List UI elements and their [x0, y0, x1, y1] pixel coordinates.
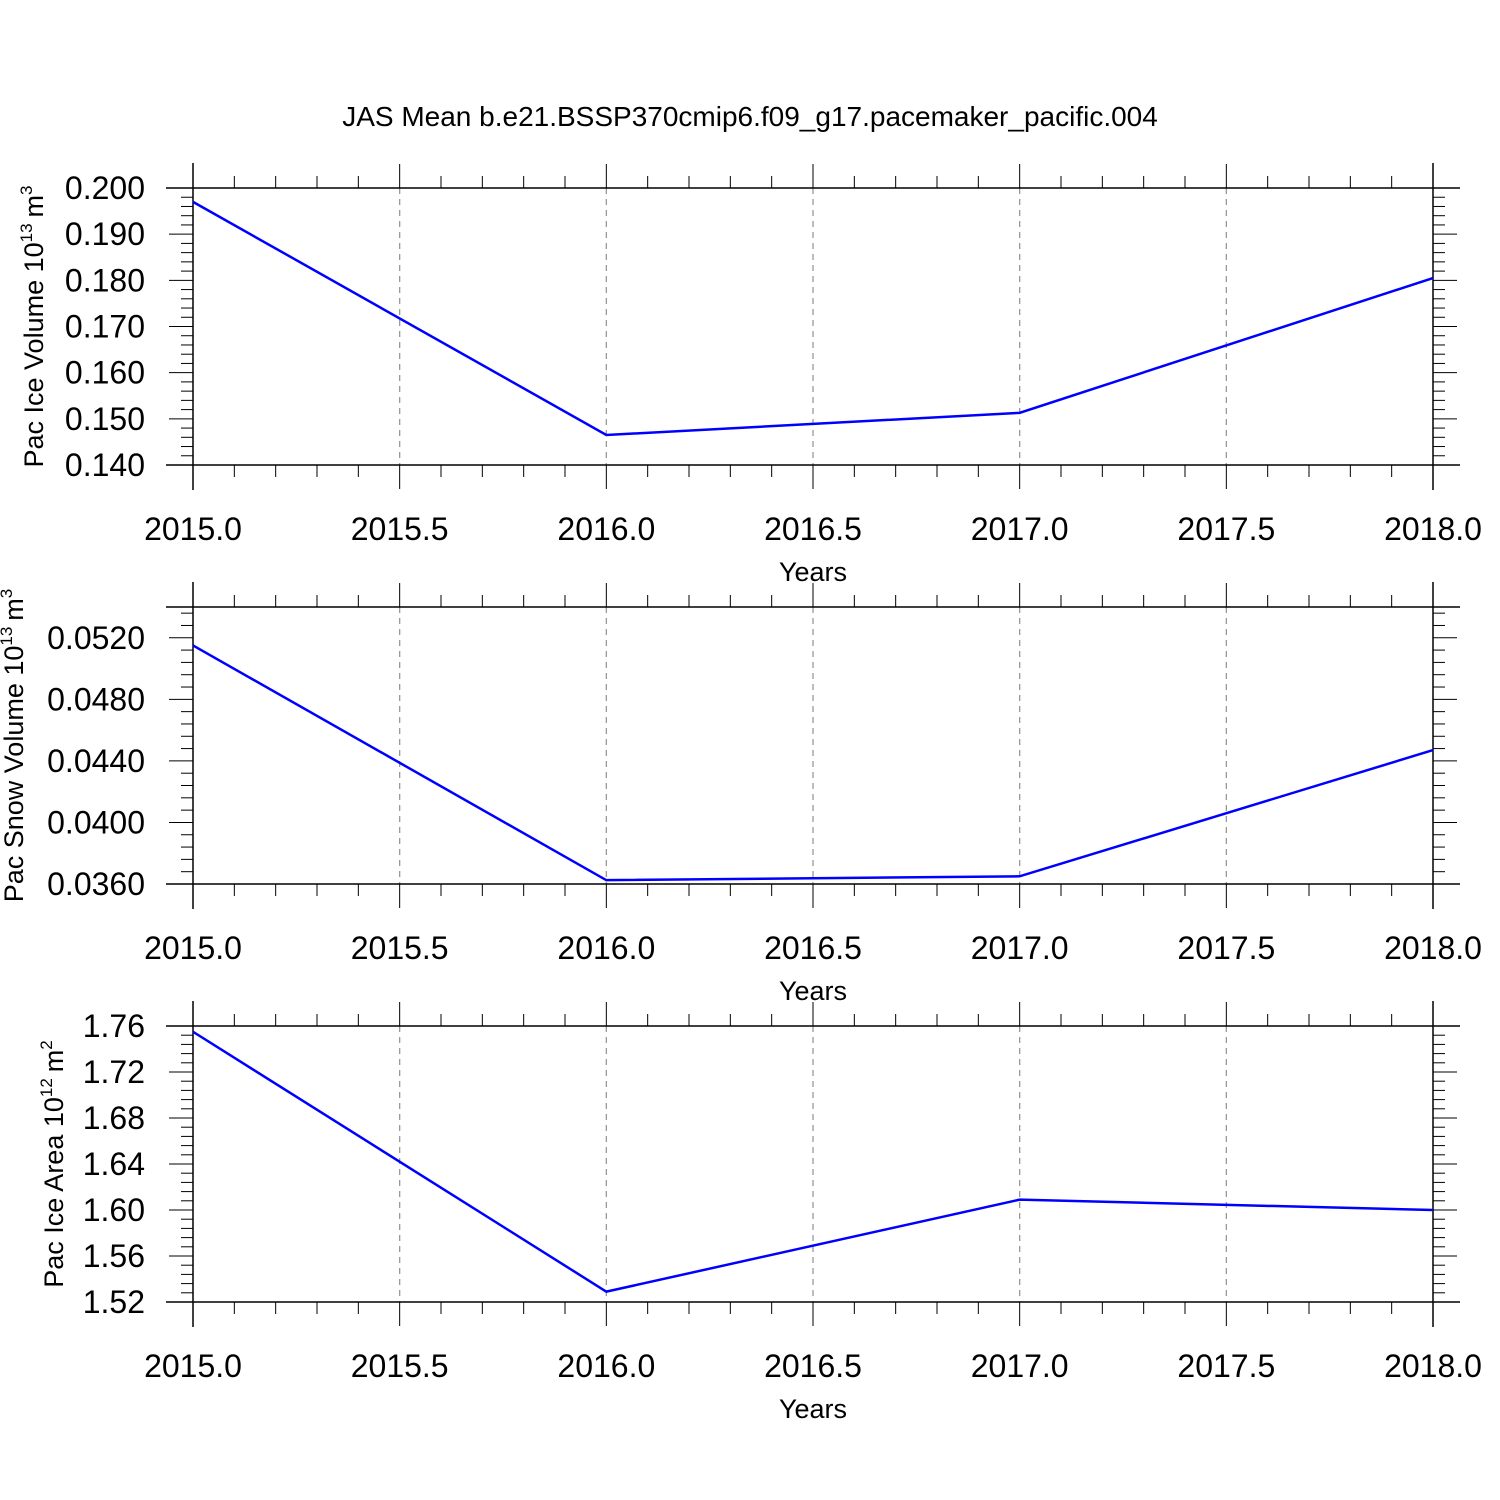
y-axis-label-text: Pac Snow Volume 10	[0, 646, 29, 903]
x-tick-label: 2016.5	[764, 930, 862, 966]
x-tick-label: 2018.0	[1384, 930, 1482, 966]
panel-3: 2015.0 2015.5 2016.0 2016.5 2017.0 2017.5 2018…	[37, 1001, 1482, 1424]
y-tick-label: 1.64	[83, 1146, 145, 1182]
y-tick-label: 0.200	[65, 170, 145, 206]
y-tick-label: 0.190	[65, 216, 145, 252]
y-tick-label: 1.68	[83, 1100, 145, 1136]
x-tick-label: 2016.0	[557, 930, 655, 966]
y-axis-label-exponent: 12	[37, 1078, 56, 1097]
x-tick-label: 2018.0	[1384, 1348, 1482, 1384]
x-axis-label: Years	[779, 976, 847, 1006]
x-tick-label: 2016.5	[764, 511, 862, 547]
y-tick-label: 1.56	[83, 1238, 145, 1274]
y-tick-label: 1.72	[83, 1054, 145, 1090]
y-tick-label: 1.60	[83, 1192, 145, 1228]
y-axis-label-unit: m	[0, 598, 29, 621]
x-tick-label: 2015.0	[144, 1348, 242, 1384]
x-tick-label: 2017.0	[971, 1348, 1069, 1384]
panel-2: 2015.0 2015.5 2016.0 2016.5 2017.0 2017.5 2018…	[0, 582, 1482, 1006]
figure-title: JAS Mean b.e21.BSSP370cmip6.f09_g17.pace…	[342, 101, 1158, 132]
x-axis-label: Years	[779, 557, 847, 587]
x-tick-label: 2017.5	[1177, 1348, 1275, 1384]
y-axis-label-exponent: 13	[17, 223, 36, 242]
y-axis-label-unit-power: 2	[37, 1040, 56, 1049]
x-tick-label: 2017.0	[971, 511, 1069, 547]
x-tick-label: 2015.5	[351, 1348, 449, 1384]
y-axis-label-unit-power: 3	[17, 185, 36, 194]
series-line	[192, 1030, 1434, 1293]
y-axis-label: Pac Snow Volume 1013 m3	[0, 589, 29, 903]
y-tick-label: 0.0360	[47, 866, 145, 902]
y-tick-label: 0.150	[65, 401, 145, 437]
x-tick-label: 2016.0	[557, 1348, 655, 1384]
y-tick-label: 0.0480	[47, 681, 145, 717]
y-tick-label: 1.76	[83, 1008, 145, 1044]
x-tick-label: 2015.0	[144, 930, 242, 966]
x-axis-label: Years	[779, 1394, 847, 1424]
y-axis-label: Pac Ice Area 1012 m2	[37, 1040, 69, 1288]
y-axis-label-text: Pac Ice Volume 10	[19, 242, 49, 467]
series-line	[192, 200, 1434, 437]
y-tick-label: 0.0440	[47, 743, 145, 779]
x-tick-label: 2017.0	[971, 930, 1069, 966]
y-tick-label: 0.160	[65, 355, 145, 391]
x-tick-label: 2017.5	[1177, 511, 1275, 547]
y-axis-label-unit: m	[39, 1050, 69, 1073]
x-tick-label: 2017.5	[1177, 930, 1275, 966]
y-tick-label: 0.140	[65, 447, 145, 483]
x-tick-label: 2016.5	[764, 1348, 862, 1384]
y-tick-label: 0.0400	[47, 804, 145, 840]
y-axis-label-exponent: 13	[0, 627, 16, 646]
x-tick-label: 2016.0	[557, 511, 655, 547]
x-tick-label: 2015.5	[351, 511, 449, 547]
y-axis-label-unit: m	[19, 195, 49, 218]
y-axis-label: Pac Ice Volume 1013 m3	[17, 185, 49, 467]
y-axis-label-unit-power: 3	[0, 589, 16, 598]
panel-1: 2015.0 2015.5 2016.0 2016.5 2017.0 2017.5 2018…	[17, 163, 1482, 587]
y-axis-label-text: Pac Ice Area 10	[39, 1097, 69, 1288]
panels: 2015.0 2015.5 2016.0 2016.5 2017.0 2017.5 2018…	[0, 163, 1482, 1424]
y-tick-label: 0.170	[65, 309, 145, 345]
x-tick-label: 2015.0	[144, 511, 242, 547]
series-line	[192, 644, 1434, 882]
x-tick-label: 2018.0	[1384, 511, 1482, 547]
x-tick-label: 2015.5	[351, 930, 449, 966]
y-tick-label: 0.180	[65, 262, 145, 298]
y-tick-label: 1.52	[83, 1284, 145, 1320]
y-tick-label: 0.0520	[47, 620, 145, 656]
